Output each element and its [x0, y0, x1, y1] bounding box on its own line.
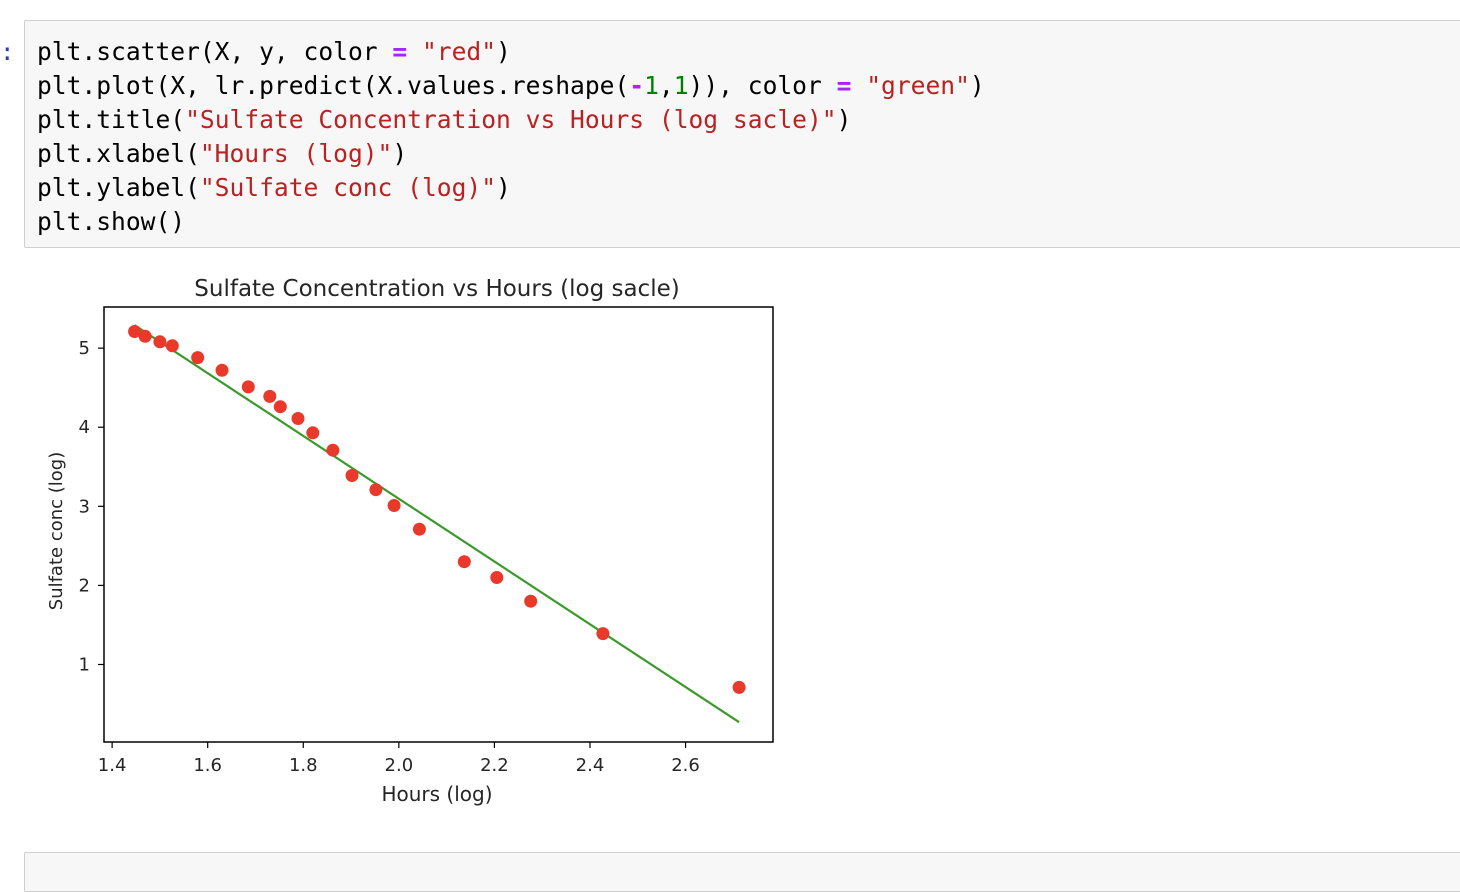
y-tick-label: 2 [79, 575, 90, 596]
code-token: )), color [688, 71, 837, 100]
scatter-point [524, 594, 538, 608]
scatter-point [273, 400, 287, 414]
cell-prompt: : [0, 38, 15, 66]
code-token [407, 37, 422, 66]
code-token: plt.xlabel( [37, 139, 200, 168]
scatter-point [215, 363, 229, 377]
x-tick-label: 1.6 [193, 755, 222, 776]
chart-plot: Sulfate Concentration vs Hours (log sacl… [46, 276, 774, 806]
code-token: ) [836, 105, 852, 134]
scatter-point [165, 339, 179, 353]
code-token: - [629, 71, 645, 100]
scatter-point [153, 335, 167, 349]
cell-output: Sulfate Concentration vs Hours (log sacl… [0, 252, 860, 832]
x-tick-label: 2.2 [480, 755, 509, 776]
code-token: 1 [673, 71, 689, 100]
code-line: plt.show() [37, 207, 185, 236]
code-token: plt.show() [37, 207, 186, 236]
code-token: ) [496, 173, 511, 202]
y-axis-ticks: 1 2 3 4 5 [79, 338, 104, 675]
x-tick-label: 2.0 [385, 755, 414, 776]
code-line: plt.scatter(X, y, color = "red") [37, 37, 511, 66]
code-token: ) [969, 71, 985, 100]
y-tick-label: 5 [79, 338, 90, 359]
scatter-point [369, 483, 383, 497]
code-token: plt.title( [37, 105, 186, 134]
regression-line [133, 324, 740, 724]
code-token: "green" [866, 71, 970, 100]
scatter-point [306, 426, 320, 440]
scatter-point [128, 325, 142, 338]
scatter-point [457, 555, 471, 569]
code-token: ) [392, 139, 408, 168]
scatter-point [291, 412, 305, 425]
code-token: plt.scatter(X, y, color [37, 37, 393, 66]
scatter-point [138, 329, 152, 343]
series-layer [128, 324, 746, 724]
code-token: = [392, 37, 408, 66]
code-token: "Sulfate conc (log)" [199, 173, 497, 202]
code-token: "red" [422, 37, 497, 66]
scatter-point [490, 571, 504, 584]
code-token: "Sulfate Concentration vs Hours (log sac… [185, 105, 837, 134]
scatter-point [412, 522, 426, 536]
code-token: 1 [644, 71, 659, 100]
x-tick-label: 1.8 [289, 755, 318, 776]
scatter-point [345, 469, 359, 482]
code-token: ) [496, 37, 511, 66]
code-token [851, 71, 866, 100]
next-code-cell[interactable] [24, 852, 1460, 892]
chart-title: Sulfate Concentration vs Hours (log sacl… [194, 276, 679, 302]
x-axis-label: Hours (log) [381, 782, 492, 806]
code-token: plt.ylabel( [37, 173, 200, 202]
y-tick-label: 1 [79, 654, 90, 675]
scatter-point [191, 351, 205, 365]
code-line: plt.plot(X, lr.predict(X.values.reshape(… [37, 71, 985, 100]
y-axis-label: Sulfate conc (log) [46, 452, 67, 610]
code-line: plt.xlabel("Hours (log)") [37, 139, 407, 168]
y-tick-label: 3 [79, 496, 90, 517]
code-token: , [658, 71, 674, 100]
code-token: = [836, 71, 852, 100]
y-tick-label: 4 [79, 417, 90, 438]
code-editor[interactable]: plt.scatter(X, y, color = "red") plt.plo… [37, 35, 985, 239]
code-line: plt.ylabel("Sulfate conc (log)") [37, 173, 511, 202]
code-token: plt.plot(X, lr.predict(X.values.reshape( [37, 71, 630, 100]
x-tick-label: 1.4 [98, 755, 127, 776]
scatter-point [241, 380, 255, 394]
code-token: "Hours (log)" [199, 139, 393, 168]
scatter-point [326, 443, 340, 457]
scatter-point [732, 680, 746, 694]
scatter-point [596, 627, 610, 641]
x-axis-ticks: 1.4 1.6 1.8 2.0 2.2 2.4 2.6 [98, 742, 700, 776]
x-tick-label: 2.6 [671, 755, 700, 776]
plot-frame [103, 306, 774, 743]
scatter-point [387, 499, 401, 512]
code-cell[interactable]: plt.scatter(X, y, color = "red") plt.plo… [24, 20, 1460, 248]
code-line: plt.title("Sulfate Concentration vs Hour… [37, 105, 851, 134]
x-tick-label: 2.4 [576, 755, 605, 776]
scatter-point [263, 389, 277, 403]
